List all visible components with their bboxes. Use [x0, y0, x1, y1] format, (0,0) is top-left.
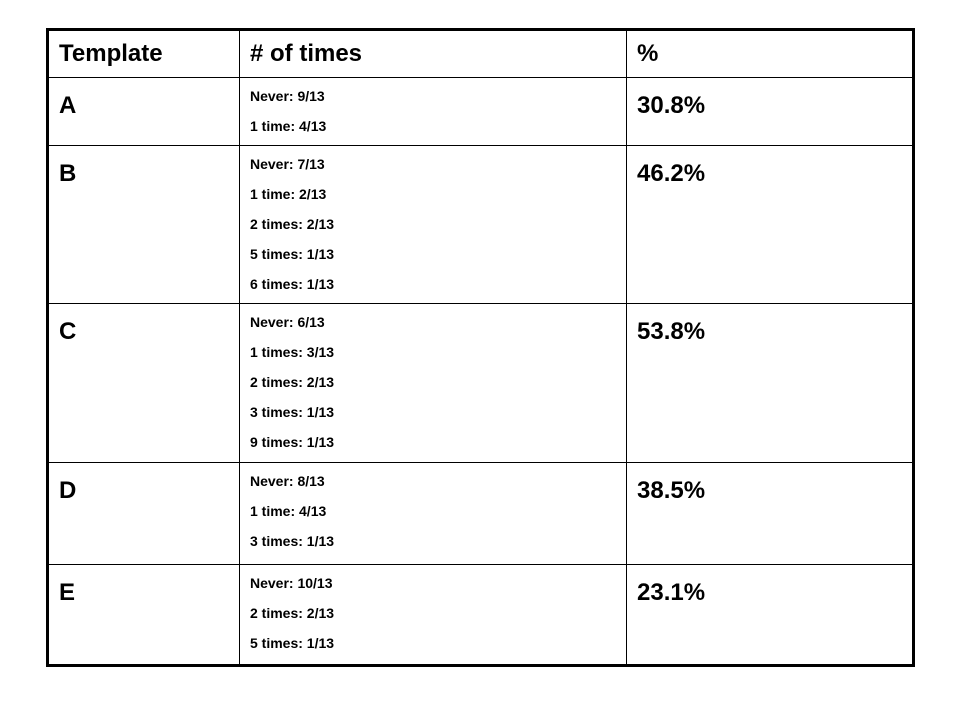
table-body: A Never: 9/13 1 time: 4/13 30.8% B Never: 7/1… [47, 77, 914, 666]
count-line: Never: 9/13 [250, 88, 325, 104]
count-line: 1 time: 4/13 [250, 503, 327, 519]
percent-cell: 46.2% [626, 145, 914, 304]
table-row: B Never: 7/13 1 time: 2/13 2 times: 2/13 5 t… [47, 145, 914, 304]
count-line: Never: 6/13 [250, 314, 325, 330]
table-row: C Never: 6/13 1 times: 3/13 2 times: 2/13 3 … [47, 303, 914, 463]
count-line: 2 times: 2/13 [250, 216, 335, 232]
template-cell: B [47, 145, 240, 304]
header-cell: # of times [239, 29, 627, 78]
header-row: Template # of times% [47, 29, 914, 78]
counts-cell: Never: 6/13 1 times: 3/13 2 times: 2/13 3 t… [239, 303, 627, 463]
count-line: 2 times: 2/13 [250, 605, 335, 621]
counts-cell: Never: 9/13 1 time: 4/13 [239, 77, 627, 146]
percent-cell: 53.8% [626, 303, 914, 463]
count-line: 1 times: 3/13 [250, 344, 335, 360]
count-line: 1 time: 4/13 [250, 118, 327, 134]
header-cell: % [626, 29, 914, 78]
template-cell: E [47, 564, 240, 666]
percent-cell: 38.5% [626, 462, 914, 565]
template-cell: D [47, 462, 240, 565]
count-line: 3 times: 1/13 [250, 404, 335, 420]
template-cell: A [47, 77, 240, 146]
count-line: Never: 10/13 [250, 575, 333, 591]
percent-cell: 30.8% [626, 77, 914, 146]
count-line: 6 times: 1/13 [250, 276, 335, 292]
percent-cell: 23.1% [626, 564, 914, 666]
count-line: 5 times: 1/13 [250, 246, 335, 262]
count-line: 1 time: 2/13 [250, 186, 327, 202]
count-line: Never: 8/13 [250, 473, 325, 489]
count-line: 5 times: 1/13 [250, 635, 335, 651]
table: Template # of times% A Never: 9/13 1 time: … [46, 28, 915, 667]
count-line: 3 times: 1/13 [250, 533, 335, 549]
counts-cell: Never: 8/13 1 time: 4/13 3 times: 1/13 [239, 462, 627, 565]
counts-cell: Never: 7/13 1 time: 2/13 2 times: 2/13 5 ti… [239, 145, 627, 304]
table-row: A Never: 9/13 1 time: 4/13 30.8% [47, 77, 914, 146]
count-line: 9 times: 1/13 [250, 434, 335, 450]
table-row: E Never: 10/13 2 times: 2/13 5 times: 1/13 2… [47, 564, 914, 666]
header-cell: Template [47, 29, 240, 78]
count-line: 2 times: 2/13 [250, 374, 335, 390]
template-cell: C [47, 303, 240, 463]
table-row: D Never: 8/13 1 time: 4/13 3 times: 1/13 38.… [47, 462, 914, 565]
count-line: Never: 7/13 [250, 156, 325, 172]
counts-cell: Never: 10/13 2 times: 2/13 5 times: 1/13 [239, 564, 627, 666]
